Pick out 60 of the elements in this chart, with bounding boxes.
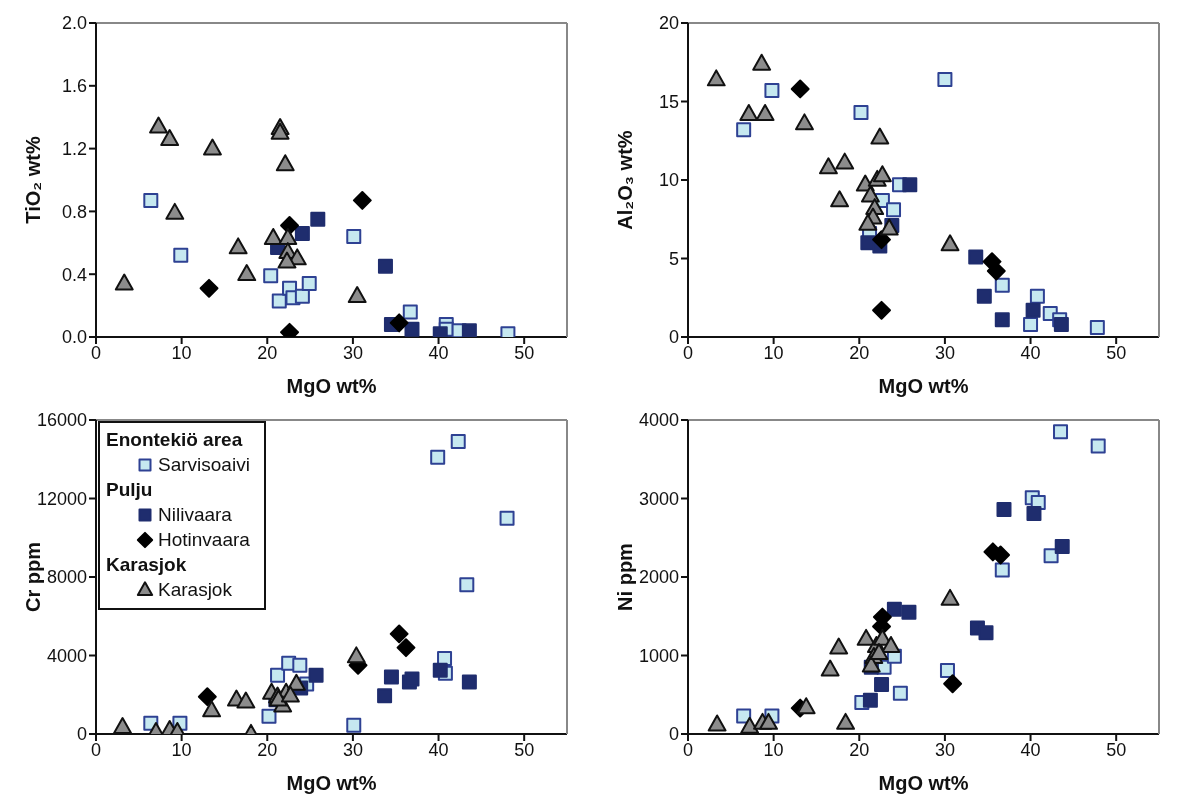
x-axis-title: MgO wt% xyxy=(878,772,969,794)
x-tick-label: 10 xyxy=(763,342,784,363)
x-tick-label: 0 xyxy=(90,739,102,760)
y-tick-label: 0 xyxy=(668,724,679,745)
y-tick-label: 16000 xyxy=(36,410,87,431)
x-axis-title: MgO wt% xyxy=(878,375,969,397)
y-axis-title: Ni ppm xyxy=(614,543,636,611)
y-axis-title: Al₂O₃ wt% xyxy=(614,130,636,230)
y-tick-label: 2.0 xyxy=(61,13,87,34)
x-tick-label: 20 xyxy=(849,342,870,363)
y-tick-label: 0.8 xyxy=(61,201,87,222)
y-axis-title: TiO₂ wt% xyxy=(22,136,44,224)
x-tick-label: 30 xyxy=(934,342,955,363)
annotation: Pulju xyxy=(106,478,154,502)
x-tick-label: 10 xyxy=(171,342,192,363)
x-tick-label: 40 xyxy=(1020,739,1041,760)
x-tick-label: 0 xyxy=(90,342,102,363)
x-tick-label: 50 xyxy=(514,739,535,760)
x-tick-label: 50 xyxy=(1106,739,1127,760)
y-tick-label: 2000 xyxy=(638,567,679,588)
y-axis-title: Cr ppm xyxy=(22,542,44,612)
x-tick-label: 40 xyxy=(428,739,449,760)
x-tick-label: 30 xyxy=(934,739,955,760)
x-tick-label: 0 xyxy=(682,342,694,363)
y-tick-label: 3000 xyxy=(638,488,679,509)
legend-label: Hotinvaara xyxy=(158,528,250,552)
x-tick-label: 10 xyxy=(171,739,192,760)
x-tick-label: 30 xyxy=(342,342,363,363)
legend-label: Karasjok xyxy=(158,578,232,602)
y-tick-label: 1000 xyxy=(638,645,679,666)
y-tick-label: 4000 xyxy=(46,645,87,666)
annotation: Enontekiö area xyxy=(106,428,244,452)
x-tick-label: 20 xyxy=(257,739,278,760)
legend-label: Sarvisoaivi xyxy=(158,453,250,477)
y-tick-label: 0.0 xyxy=(61,327,87,348)
y-tick-label: 0 xyxy=(76,724,87,745)
annotation: Karasjok xyxy=(106,553,188,577)
y-tick-label: 10 xyxy=(658,170,679,191)
x-tick-label: 50 xyxy=(1106,342,1127,363)
x-tick-label: 20 xyxy=(257,342,278,363)
y-tick-label: 0 xyxy=(668,327,679,348)
y-tick-label: 1.6 xyxy=(61,76,87,97)
y-tick-label: 20 xyxy=(658,13,679,34)
x-tick-label: 40 xyxy=(1020,342,1041,363)
y-tick-label: 8000 xyxy=(46,567,87,588)
x-tick-label: 50 xyxy=(514,342,535,363)
x-axis-title: MgO wt% xyxy=(286,772,377,794)
y-tick-label: 0.4 xyxy=(61,264,87,285)
x-tick-label: 30 xyxy=(342,739,363,760)
x-tick-label: 40 xyxy=(428,342,449,363)
x-tick-label: 20 xyxy=(849,739,870,760)
x-axis-title: MgO wt% xyxy=(286,375,377,397)
y-tick-label: 5 xyxy=(668,248,679,269)
y-tick-label: 15 xyxy=(658,91,679,112)
x-tick-label: 10 xyxy=(763,739,784,760)
legend-label: Nilivaara xyxy=(158,503,232,527)
y-tick-label: 4000 xyxy=(638,410,679,431)
x-tick-label: 0 xyxy=(682,739,694,760)
y-tick-label: 1.2 xyxy=(61,138,87,159)
y-tick-label: 12000 xyxy=(36,488,87,509)
